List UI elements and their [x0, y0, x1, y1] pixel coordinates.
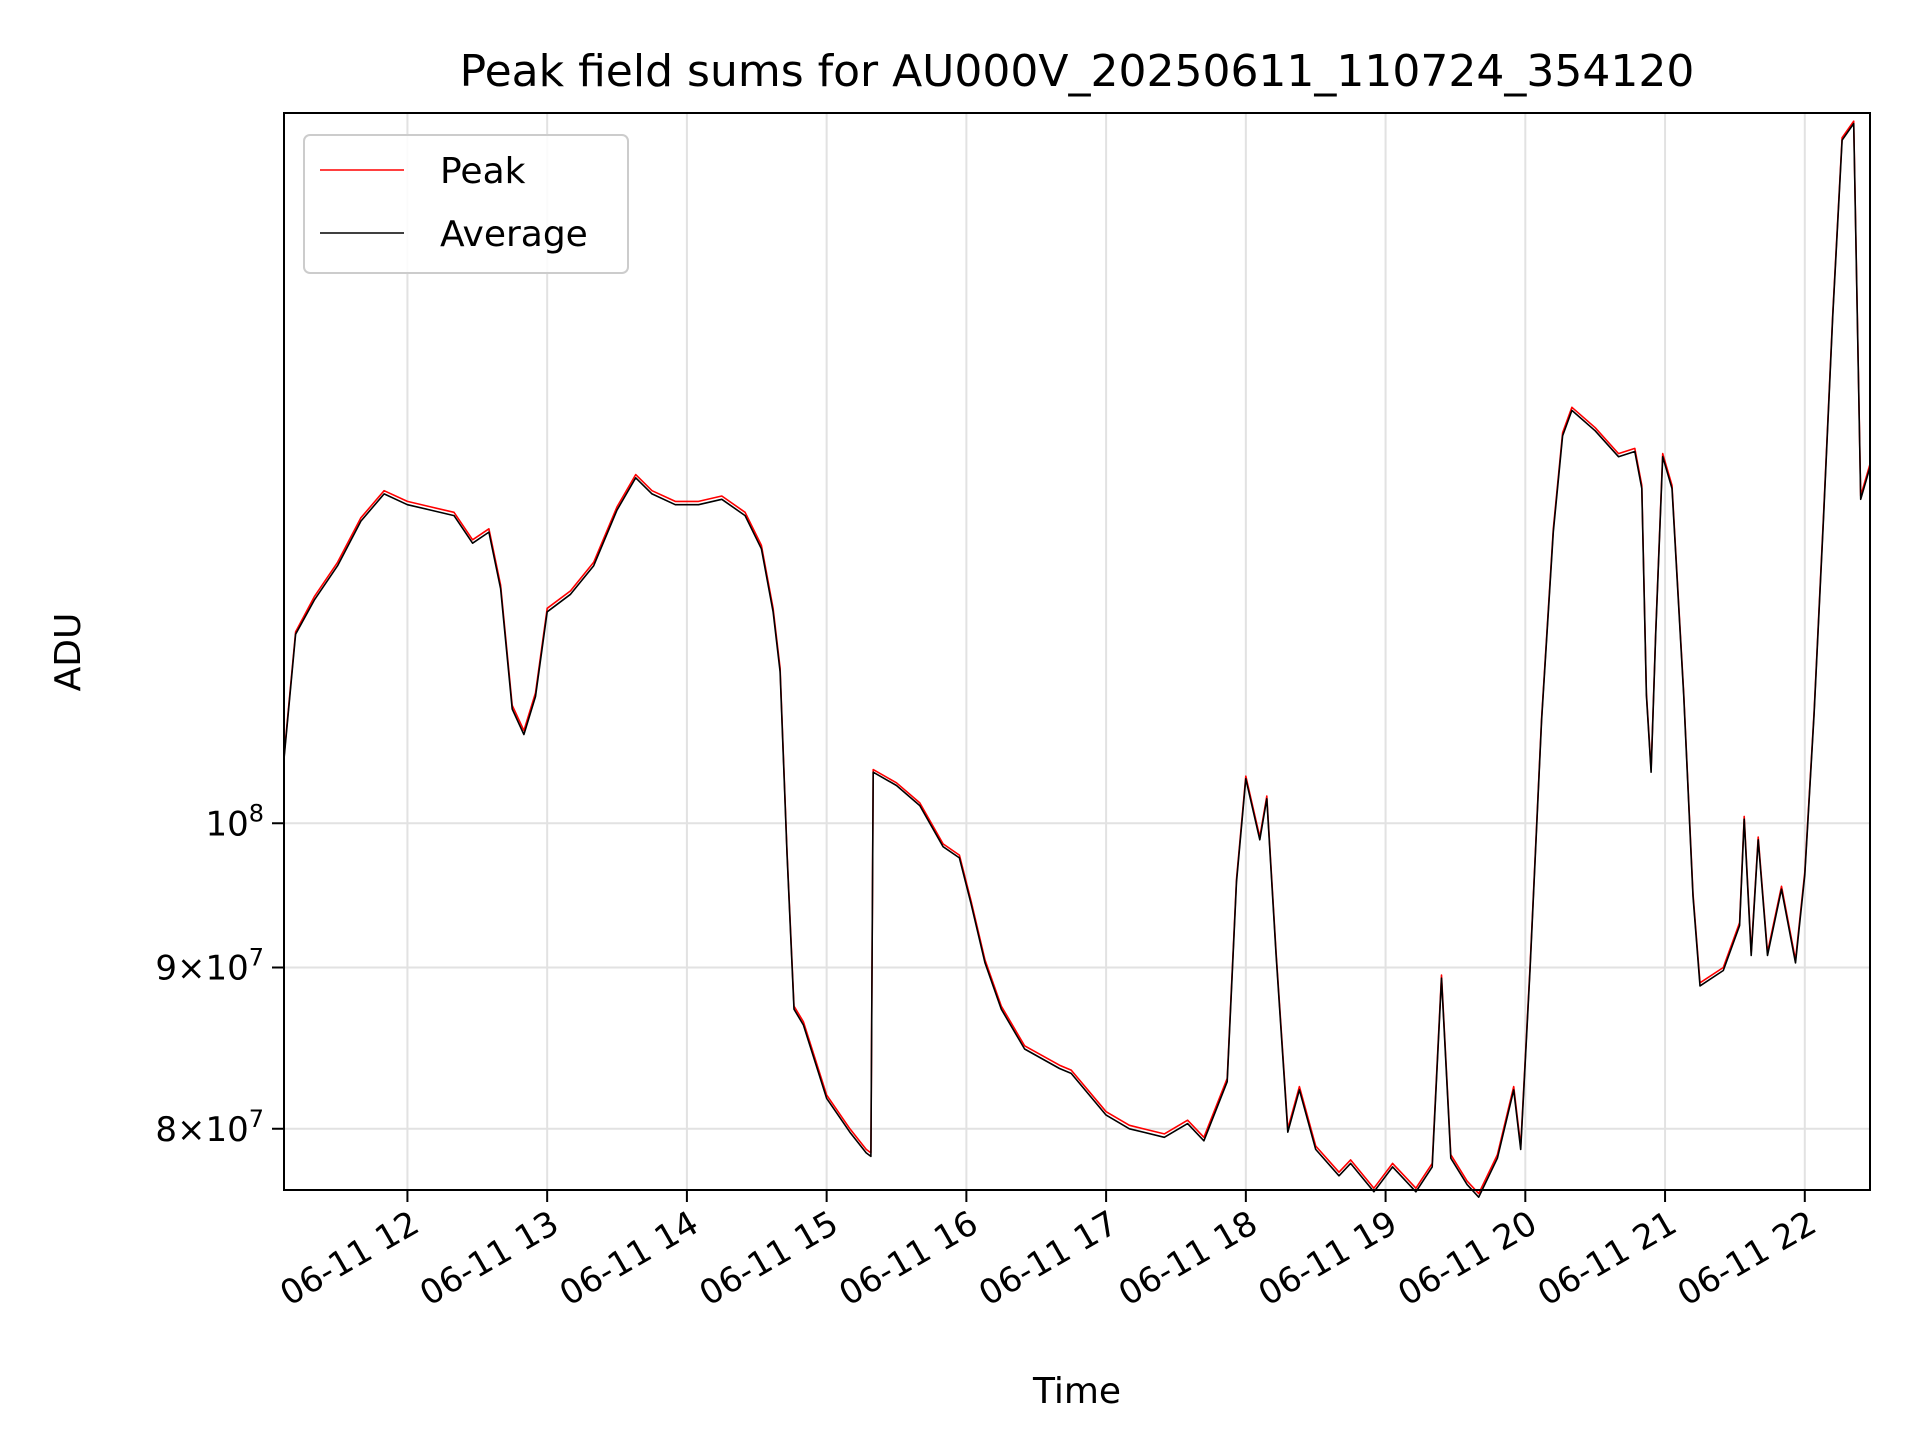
series-layer	[283, 120, 1871, 1198]
x-axis-label: Time	[1032, 1371, 1121, 1412]
legend: Peak Average	[303, 134, 629, 274]
grid-layer	[284, 113, 1870, 1190]
plot-area-frame	[283, 112, 1871, 1191]
y-tick-label: 9×107	[155, 944, 264, 989]
series-line-average	[283, 122, 1871, 1198]
y-tick-label: 8×107	[155, 1105, 264, 1150]
chart-title: Peak field sums for AU000V_20250611_1107…	[460, 46, 1695, 97]
legend-label-peak: Peak	[440, 151, 526, 192]
legend-label-average: Average	[440, 214, 588, 255]
y-tick-label: 108	[205, 799, 264, 844]
y-axis-ticks: 108 9×107 8×107	[155, 799, 284, 1150]
y-axis-label: ADU	[48, 613, 89, 692]
